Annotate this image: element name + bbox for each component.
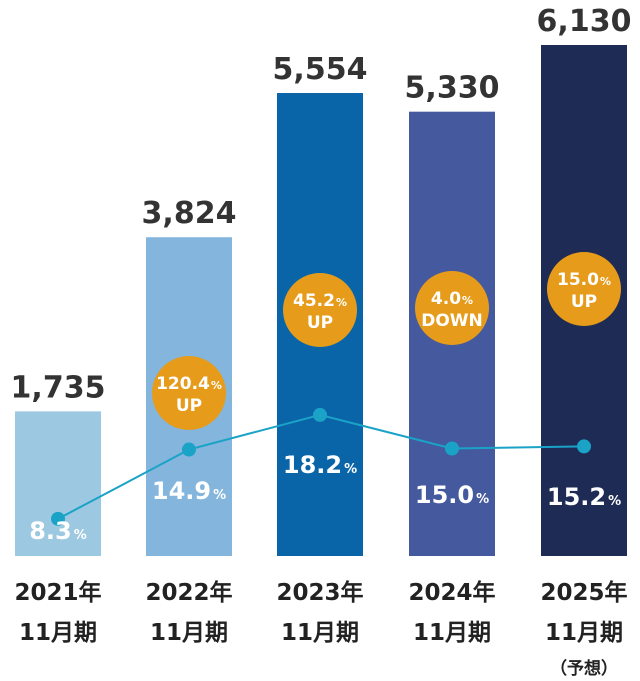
bar-value-label-1: 3,824 — [142, 196, 237, 231]
category-year-4: 2025年 — [540, 579, 627, 606]
category-year-0: 2021年 — [14, 579, 101, 606]
line-layer — [51, 407, 591, 526]
category-period-3: 11月期 — [413, 620, 491, 646]
growth-badge-4 — [547, 252, 621, 326]
rate-point-0 — [51, 511, 65, 526]
rate-point-4 — [577, 439, 591, 454]
growth-badge-value-2: 45.2% — [293, 291, 347, 311]
category-period-4: 11月期 — [545, 620, 623, 646]
bar-value-label-2: 5,554 — [273, 52, 368, 87]
rate-label-4: 15.2% — [547, 483, 621, 511]
bar-value-label-4: 6,130 — [537, 4, 632, 39]
growth-badge-1 — [152, 356, 226, 430]
category-period-1: 11月期 — [150, 620, 228, 646]
rate-label-3: 15.0% — [415, 481, 489, 509]
category-year-3: 2024年 — [408, 579, 495, 606]
growth-badge-value-3: 4.0% — [431, 289, 473, 309]
growth-badge-direction-1: UP — [176, 396, 202, 416]
bar-0 — [15, 411, 101, 556]
label-layer: 1,735 3,824 5,554 5,330 6,130 8.3 % 14.9 % 18.2 % 1… — [11, 4, 632, 679]
category-year-2: 2023年 — [276, 579, 363, 606]
bar-value-label-3: 5,330 — [405, 71, 500, 106]
rate-label-2: 18.2% — [283, 451, 357, 479]
growth-badge-direction-2: UP — [307, 313, 333, 333]
growth-badge-value-1: 120.4% — [156, 374, 222, 394]
category-note-4: （予想） — [550, 658, 618, 679]
rate-point-2 — [313, 407, 327, 422]
rate-label-0: 8.3% — [29, 517, 87, 545]
category-period-2: 11月期 — [281, 620, 359, 646]
growth-badge-3 — [415, 271, 489, 345]
category-period-0: 11月期 — [19, 620, 97, 646]
growth-badge-2 — [283, 273, 357, 347]
rate-point-3 — [445, 441, 459, 456]
rate-point-1 — [182, 442, 196, 457]
growth-badge-direction-4: UP — [571, 292, 597, 312]
category-year-1: 2022年 — [145, 579, 232, 606]
growth-badge-direction-3: DOWN — [421, 311, 483, 331]
rate-label-1: 14.9% — [152, 477, 226, 505]
bar-value-label-0: 1,735 — [11, 370, 106, 405]
growth-badge-value-4: 15.0% — [557, 270, 611, 290]
